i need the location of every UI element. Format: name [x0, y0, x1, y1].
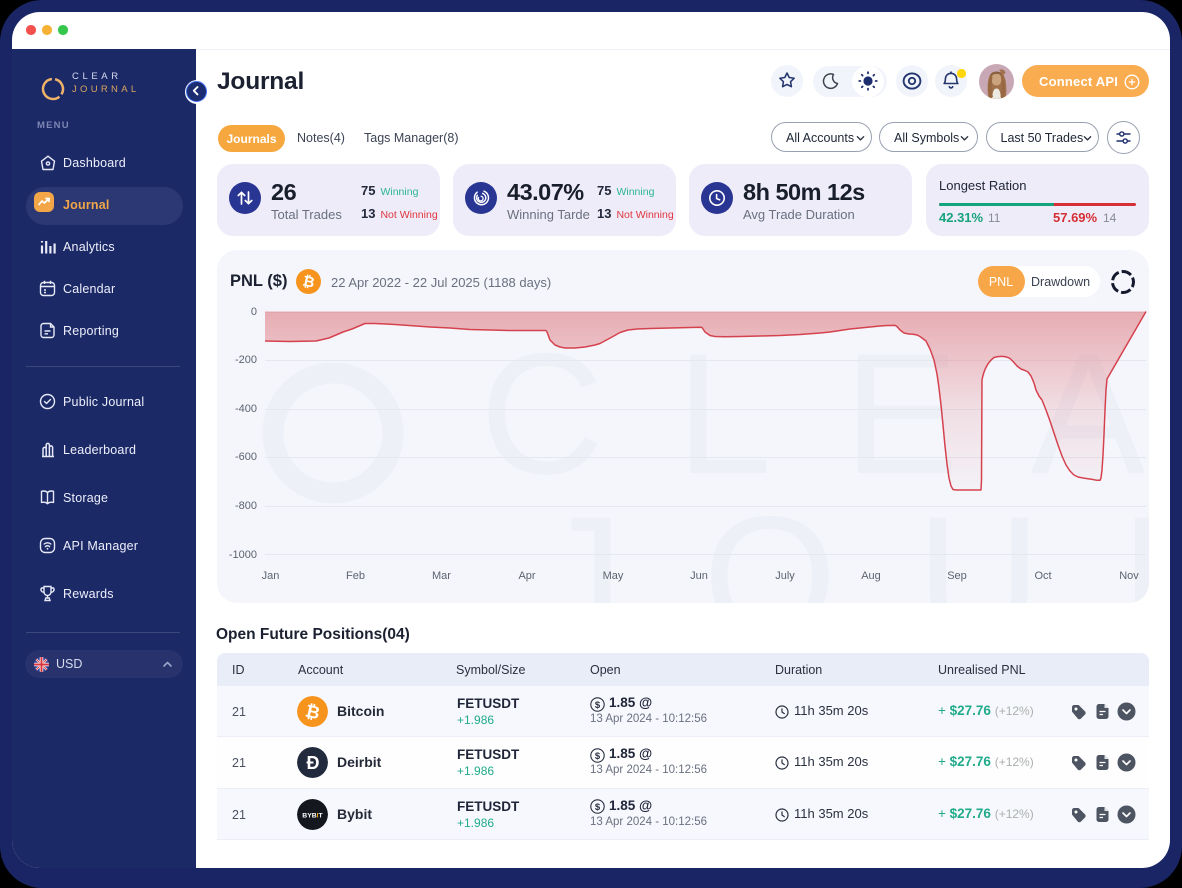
svg-text:Đ: Đ	[307, 753, 320, 773]
svg-text:BYBIT: BYBIT	[302, 812, 323, 819]
svg-text:$: $	[595, 802, 601, 813]
svg-text:₿: ₿	[303, 700, 321, 723]
svg-text:$: $	[595, 751, 601, 762]
svg-text:$: $	[595, 700, 601, 711]
svg-text:₿: ₿	[301, 274, 316, 292]
